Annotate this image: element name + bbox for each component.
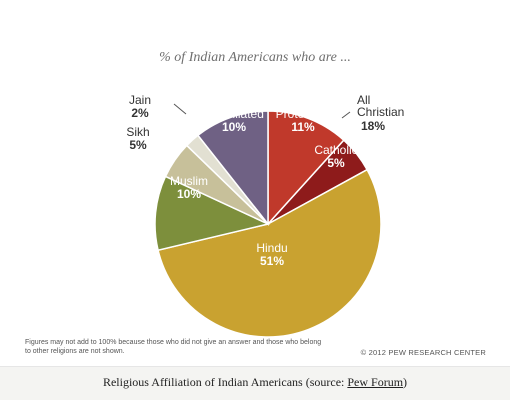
pew-forum-link[interactable]: Pew Forum: [347, 375, 404, 389]
pie-chart: Protestant11%Catholic5%Hindu51%Muslim10%…: [126, 93, 404, 338]
slice-label-protestant: Protestant: [276, 107, 331, 121]
caption-bar: [0, 367, 510, 400]
pie-slice-protestant: [267, 110, 345, 226]
jain-leader-line: [173, 103, 187, 115]
slice-pct-hindu: 51%: [260, 254, 284, 268]
chart-frame: % of Indian Americans who are ... Protes…: [0, 50, 510, 367]
protestant-catholic-divider: [267, 139, 345, 225]
chart-title: % of Indian Americans who are ...: [159, 50, 351, 65]
chart-credit: © 2012 PEW RESEARCH CENTER: [360, 348, 486, 357]
slice-pct-muslim: 10%: [177, 187, 201, 201]
all-christian-line: [341, 111, 351, 119]
slice-pct-jain: 2%: [131, 106, 149, 120]
caption-suffix: ): [403, 375, 408, 389]
slice-pct-protestant: 11%: [291, 120, 315, 134]
slice-pct-unaffiliated: 10%: [222, 120, 246, 134]
caption-text: Religious Affiliation of Indian American…: [102, 375, 348, 389]
chart-footnote: Figures may not add to 100% because thos…: [25, 339, 322, 355]
all-christian-label-2: Christian: [357, 105, 404, 119]
pie-slice-hindu: [157, 168, 382, 338]
all-christian-label: All: [357, 93, 370, 107]
slice-label-unaffiliated: Unaffiliated: [204, 107, 264, 121]
slice-label-jain: Jain: [129, 93, 151, 107]
slice-pct-catholic: 5%: [327, 156, 345, 170]
all-christian-pct: 18%: [361, 119, 385, 133]
slice-pct-sikh: 5%: [129, 138, 147, 152]
slice-label-muslim: Muslim: [170, 174, 208, 188]
pie-slice-unaffiliated: [196, 110, 269, 227]
figure-caption: Religious Affiliation of Indian American…: [0, 375, 510, 390]
slice-label-sikh: Sikh: [126, 125, 149, 139]
slice-label-catholic: Catholic: [314, 143, 357, 157]
slice-label-hindu: Hindu: [256, 241, 287, 255]
pie-slice-muslim: [154, 175, 271, 252]
